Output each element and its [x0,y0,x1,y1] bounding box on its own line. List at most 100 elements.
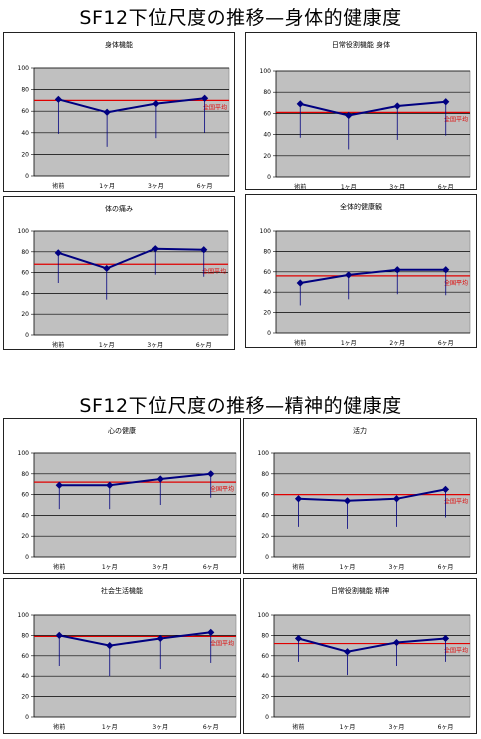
chart-title: 全体的健康観 [340,202,382,211]
data-point [345,111,353,120]
data-point [393,266,401,274]
y-tick-label: 60 [21,492,29,499]
physical-section-title: SF12下位尺度の推移—身体的健康度 [79,7,402,29]
y-tick-label: 60 [263,269,271,276]
y-tick-label: 20 [21,533,29,540]
data-point [392,495,401,503]
y-tick-label: 40 [261,512,269,519]
x-tick-label: 1ヶ月 [99,342,115,349]
x-tick-label: 1ヶ月 [341,184,357,189]
y-tick-label: 80 [263,248,271,255]
y-tick-label: 60 [263,110,271,117]
chart-svg: 全体的健康観 0 20 40 60 80 100 術前 1ヶ月 2ヶ月 6ヶ月 全国平均 [260,202,471,347]
y-tick-label: 40 [21,290,29,297]
chart-svg: 体の痛み 0 20 40 60 80 100 術前 1ヶ月 3ヶ月 6ヶ月 全国平均 [18,204,229,349]
chart-svg: 社会生活機能 0 20 40 60 80 100 術前 1ヶ月 3ヶ月 6ヶ月 全国平均 [18,586,237,731]
chart-svg: 身体機能 0 20 40 60 80 100 術前 1ヶ月 3ヶ月 6ヶ月 全国平均 [18,40,230,190]
series-line [300,268,446,284]
mental-section-title: SF12下位尺度の推移—精神的健康度 [79,395,402,417]
chart-panel-general-health: 全体的健康観 0 20 40 60 80 100 術前 1ヶ月 2ヶ月 6ヶ月 全国平均 [245,194,477,348]
x-tick-label: 術前 [292,723,304,731]
y-tick-label: 100 [260,68,272,75]
series-line [58,97,205,114]
chart-title: 社会生活機能 [101,586,143,595]
y-tick-label: 40 [21,512,29,519]
y-tick-label: 100 [18,65,30,72]
chart-title: 活力 [353,426,367,435]
data-point [55,481,63,489]
data-point [343,648,352,656]
y-tick-label: 100 [18,612,30,619]
plot-area [33,230,229,336]
chart-svg: 日常役割機能 精神 0 20 40 60 80 100 術前 1ヶ月 3ヶ月 6ヶ月 全国平均 [258,586,471,731]
y-tick-label: 0 [265,714,269,721]
national-average-label: 全国平均 [444,279,468,287]
chart-title: 体の痛み [105,204,133,213]
data-point [441,485,450,493]
plot-area [33,452,237,558]
plot-area [275,70,471,178]
data-point [151,245,159,253]
y-tick-label: 20 [21,151,29,158]
x-tick-label: 1ヶ月 [341,340,357,347]
national-average-label: 全国平均 [444,647,468,655]
x-tick-label: 術前 [292,563,304,571]
x-tick-label: 6ヶ月 [438,340,454,347]
y-tick-label: 20 [21,311,29,318]
chart-panel-vitality: 活力 0 20 40 60 80 100 術前 1ヶ月 3ヶ月 6ヶ月 全国平均 [243,418,477,574]
y-tick-label: 40 [261,673,269,680]
data-point [294,634,303,643]
y-tick-label: 0 [267,174,271,181]
y-tick-label: 80 [263,89,271,96]
plot-area [273,452,471,558]
x-tick-label: 1ヶ月 [340,724,356,731]
y-tick-label: 100 [18,450,30,457]
series-line [57,247,204,270]
plot-area [33,614,237,718]
data-point [103,108,111,116]
y-tick-label: 40 [263,132,271,139]
data-point [106,481,114,489]
national-average-label: 全国平均 [210,639,234,647]
data-point [296,100,304,108]
x-tick-label: 術前 [53,723,65,731]
x-tick-label: 2ヶ月 [389,340,405,347]
data-point [343,497,352,505]
data-point [441,634,450,643]
plot-area [33,67,230,177]
x-tick-label: 6ヶ月 [197,183,213,190]
y-tick-label: 60 [261,653,269,660]
series-line [300,100,446,117]
x-tick-label: 術前 [52,341,64,349]
data-point [393,102,401,110]
national-average-label: 全国平均 [444,498,468,506]
y-tick-label: 40 [21,673,29,680]
chart-panel-physical-function: 身体機能 0 20 40 60 80 100 術前 1ヶ月 3ヶ月 6ヶ月 全国平均 [3,32,235,192]
y-tick-label: 80 [261,471,269,478]
series-line [59,631,211,647]
x-tick-label: 6ヶ月 [196,342,212,349]
data-point [54,95,62,103]
x-tick-label: 術前 [52,182,64,190]
y-tick-label: 60 [21,653,29,660]
y-tick-label: 0 [25,332,29,339]
x-tick-label: 術前 [294,183,306,189]
y-tick-label: 0 [265,554,269,561]
chart-panel-social-functioning: 社会生活機能 0 20 40 60 80 100 術前 1ヶ月 3ヶ月 6ヶ月 全国平均 [3,578,241,734]
y-tick-label: 20 [261,694,269,701]
x-tick-label: 1ヶ月 [99,183,115,190]
data-point [296,279,304,287]
chart-svg: 活力 0 20 40 60 80 100 術前 1ヶ月 3ヶ月 6ヶ月 全国平均 [258,426,471,571]
x-tick-label: 3ヶ月 [389,564,405,571]
chart-title: 身体機能 [105,40,133,49]
data-point [442,266,450,274]
x-tick-label: 術前 [53,563,65,571]
national-average-label: 全国平均 [203,103,227,111]
data-point [152,100,160,108]
y-tick-label: 80 [21,87,29,94]
y-tick-label: 0 [25,173,29,180]
x-tick-label: 3ヶ月 [389,184,405,189]
y-tick-label: 0 [25,554,29,561]
y-tick-label: 0 [267,330,271,337]
y-tick-label: 60 [261,492,269,499]
